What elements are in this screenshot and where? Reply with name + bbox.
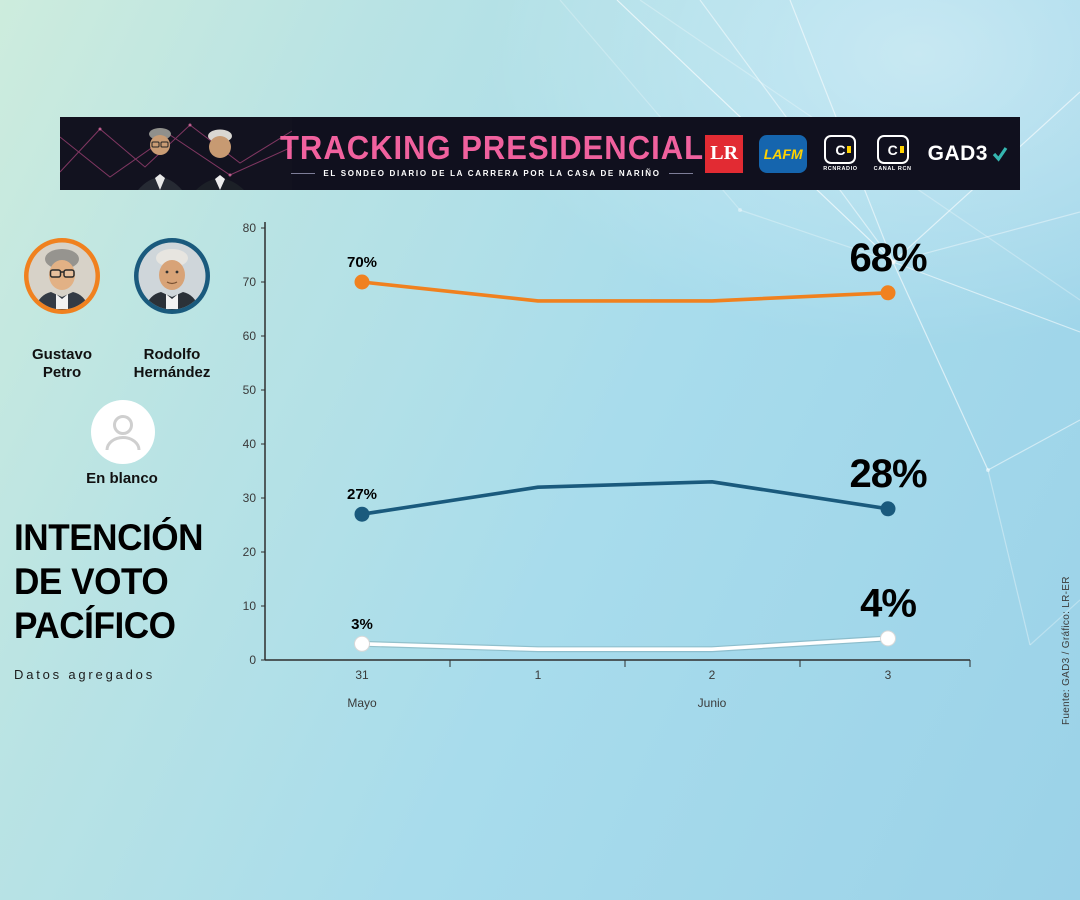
svg-text:70: 70 (243, 275, 257, 289)
svg-text:60: 60 (243, 329, 257, 343)
logo-lr-text: LR (710, 142, 739, 164)
svg-text:3%: 3% (351, 616, 373, 633)
svg-text:30: 30 (243, 491, 257, 505)
banner-title-block: TRACKING PRESIDENCIAL EL SONDEO DIARIO D… (280, 117, 703, 190)
header-banner: TRACKING PRESIDENCIAL EL SONDEO DIARIO D… (60, 117, 1020, 190)
candidate-name-rodolfo: Rodolfo Hernández (133, 346, 211, 381)
banner-pattern (60, 117, 292, 190)
svg-text:80: 80 (243, 221, 257, 235)
logo-lafm: LAFM (759, 134, 808, 173)
svg-text:40: 40 (243, 437, 257, 451)
svg-text:31: 31 (355, 668, 369, 682)
svg-text:20: 20 (243, 545, 257, 559)
svg-text:Junio: Junio (698, 696, 727, 710)
blank-label: En blanco (86, 470, 158, 487)
banner-title: TRACKING PRESIDENCIAL (280, 128, 705, 166)
svg-text:4%: 4% (860, 581, 916, 625)
svg-text:70%: 70% (347, 254, 377, 271)
logo-rcn-radio: C RCNRADIO (823, 135, 857, 172)
subtitle-rule-left (291, 172, 316, 174)
line-chart: 0 10 20 30 40 50 60 70 80 31 1 2 3 Mayo Junio 70% 68% 27%… (230, 215, 1000, 725)
canal-rcn-icon: C (876, 135, 909, 164)
banner-candidates-photo (60, 117, 292, 190)
svg-text:68%: 68% (849, 236, 926, 280)
logo-canal-rcn-text: CANAL RCN (873, 166, 912, 172)
blank-person-icon (91, 400, 155, 464)
rodolfo-avatar (134, 238, 210, 314)
banner-rodolfo-photo (196, 129, 244, 190)
logo-lr: LR (705, 134, 744, 173)
svg-text:28%: 28% (849, 452, 926, 496)
subtitle-rule-right (668, 172, 693, 174)
logo-lafm-text: LAFM (763, 145, 803, 162)
rcn-radio-icon: C (824, 135, 857, 164)
svg-text:0: 0 (249, 653, 256, 667)
svg-text:2: 2 (709, 668, 716, 682)
page-title: INTENCIÓN DE VOTO PACÍFICO (14, 517, 204, 646)
svg-text:10: 10 (243, 599, 257, 613)
candidate-name-petro: Gustavo Petro (31, 346, 92, 381)
logo-gad3-text: GAD3 (927, 141, 988, 165)
svg-text:27%: 27% (347, 486, 377, 503)
svg-text:Mayo: Mayo (347, 696, 377, 710)
logo-gad3: GAD3 (928, 142, 1008, 166)
svg-text:1: 1 (535, 668, 542, 682)
gad3-check-icon (992, 146, 1008, 162)
banner-petro-photo (138, 128, 182, 190)
page-subtitle: Datos agregados (14, 667, 156, 682)
banner-subtitle: EL SONDEO DIARIO DE LA CARRERA POR LA CA… (291, 168, 693, 178)
banner-subtitle-text: EL SONDEO DIARIO DE LA CARRERA POR LA CA… (323, 168, 661, 178)
banner-logos: LR LAFM C RCNRADIO C CANAL RCN GAD3 (705, 117, 1008, 190)
logo-rcn-radio-text: RCNRADIO (823, 166, 858, 172)
source-note: Fuente: GAD3 / Gráfico: LR-ER (1061, 576, 1072, 725)
chart-svg: 0 10 20 30 40 50 60 70 80 31 1 2 3 Mayo Junio 70% 68% 27%… (243, 221, 971, 710)
svg-text:50: 50 (243, 383, 257, 397)
logo-canal-rcn: C CANAL RCN (874, 135, 912, 172)
petro-avatar (24, 238, 100, 314)
svg-text:3: 3 (885, 668, 892, 682)
